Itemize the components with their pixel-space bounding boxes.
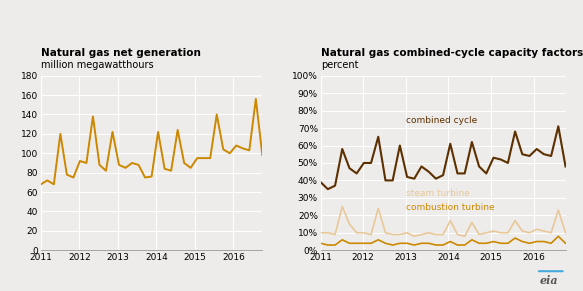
Text: million megawatthours: million megawatthours xyxy=(41,60,153,70)
Text: Natural gas combined-cycle capacity factors: Natural gas combined-cycle capacity fact… xyxy=(321,48,583,58)
Text: combustion turbine: combustion turbine xyxy=(406,203,495,212)
Text: percent: percent xyxy=(321,60,358,70)
Text: combined cycle: combined cycle xyxy=(406,116,477,125)
Text: steam turbine: steam turbine xyxy=(406,189,470,198)
Text: eia: eia xyxy=(539,275,558,286)
Text: Natural gas net generation: Natural gas net generation xyxy=(41,48,201,58)
